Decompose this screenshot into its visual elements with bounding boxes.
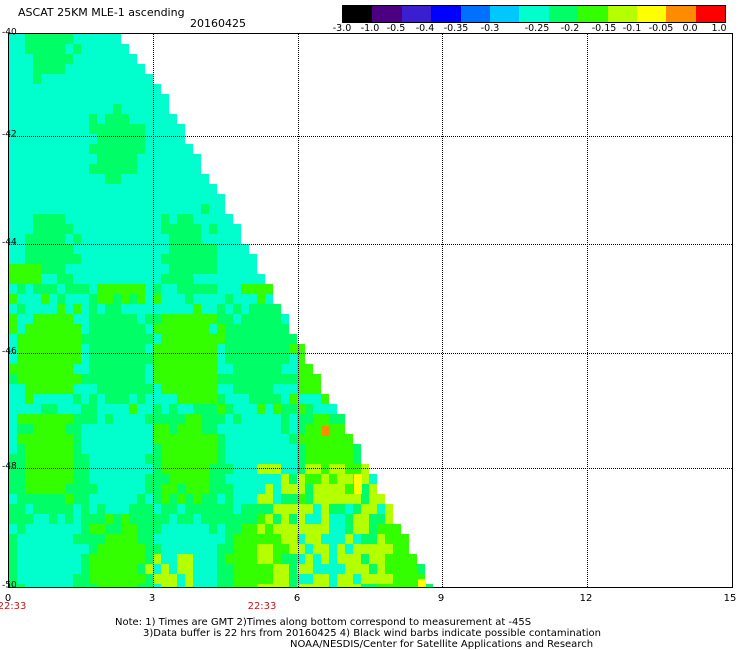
colorbar-label: -3.0 [332,23,352,34]
colorbar-label: -0.4 [415,23,435,34]
x-tick-label: 12 [579,593,593,604]
colorbar-labels: -3.0 -1.0 -0.5 -0.4 -0.35 -0.3 -0.25 -0.2 -0.15-… [330,23,735,35]
grid-line-vertical [298,34,299,587]
x-tick-label: 9 [437,593,445,604]
y-tick-label: -40 [2,27,17,38]
swath-highlight-cell [418,579,426,587]
y-tick-label: -50 [2,580,17,591]
colorbar-label: -0.5 [386,23,406,34]
swath-highlight-cell [322,426,330,436]
colorbar-label: 1.0 [711,23,727,34]
map-plot-area [8,33,733,588]
grid-line-vertical [442,34,443,587]
swath-highlight-cell [346,494,354,504]
y-tick-label: -44 [2,237,17,248]
colorbar [342,5,726,23]
colorbar-segment [695,6,726,22]
y-tick-label: -48 [2,461,17,472]
colorbar-segment [372,6,402,22]
colorbar-label: -1.0 [360,23,380,34]
x-tick-label: 6 [293,593,301,604]
swath-highlight-cell [354,474,362,484]
grid-line-horizontal [9,353,732,354]
colorbar-label: 0.0 [682,23,698,34]
map-date: 20160425 [190,17,246,30]
colorbar-segment [519,6,549,22]
colorbar-segment [489,6,520,22]
colorbar-segment [578,6,608,22]
x-tick-label: 0 [4,593,12,604]
grid-line-vertical [587,34,588,587]
grid-line-horizontal [9,468,732,469]
colorbar-segment [343,6,373,22]
colorbar-label: -0.2 [560,23,580,34]
map-title: ASCAT 25KM MLE-1 ascending [18,6,185,19]
colorbar-label: -0.3 [480,23,500,34]
colorbar-label: -0.15 [591,23,617,34]
colorbar-segment [607,6,637,22]
y-tick-label: -42 [2,129,17,140]
note-line-1: Note: 1) Times are GMT 2)Times along bot… [115,617,532,628]
swath-cells [9,34,433,587]
swath-highlight-cell [354,484,362,494]
colorbar-label: -0.05 [648,23,674,34]
colorbar-segment [666,6,696,22]
note-line-2: 3)Data buffer is 22 hrs from 20160425 4)… [143,628,601,639]
colorbar-segment [548,6,579,22]
colorbar-segment [636,6,667,22]
grid-line-horizontal [9,136,732,137]
swath-field [9,34,433,587]
colorbar-segment [460,6,490,22]
x-tick-label: 15 [723,593,737,604]
grid-line-vertical [153,34,154,587]
time-label-1: 22:33 [0,601,27,612]
colorbar-segment [431,6,461,22]
y-tick-label: -46 [2,346,17,357]
time-label-2: 22:33 [247,601,277,612]
note-line-3: NOAA/NESDIS/Center for Satellite Applica… [290,639,594,650]
grid-line-horizontal [9,244,732,245]
colorbar-label: -0.1 [622,23,642,34]
x-tick-label: 3 [148,593,156,604]
colorbar-label: -0.25 [524,23,550,34]
colorbar-label: -0.35 [443,23,469,34]
colorbar-segment [401,6,432,22]
